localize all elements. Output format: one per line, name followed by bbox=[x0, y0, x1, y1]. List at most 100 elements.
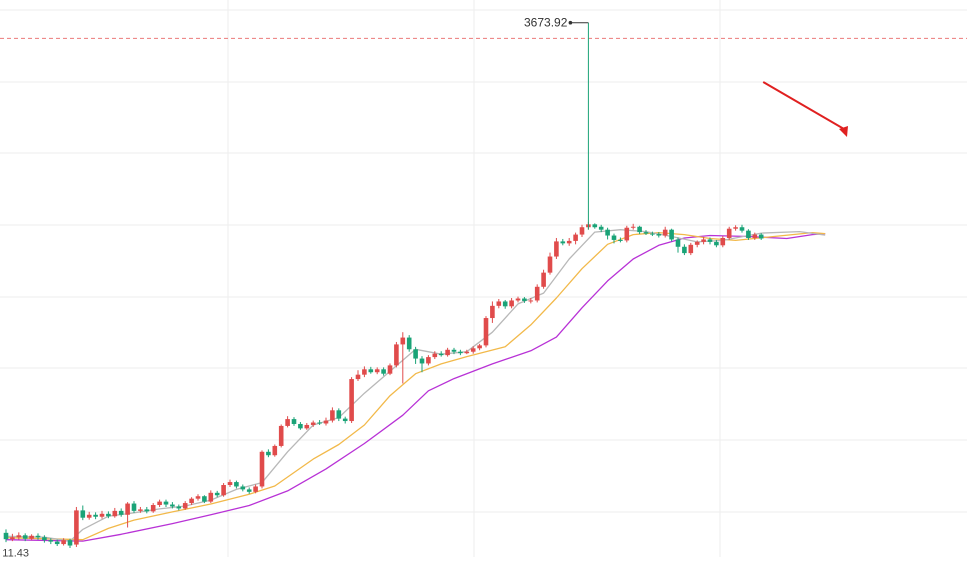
candle bbox=[400, 332, 406, 384]
candle bbox=[118, 508, 124, 517]
candle bbox=[342, 416, 348, 424]
candle bbox=[227, 479, 233, 487]
candle-body bbox=[131, 503, 137, 511]
candle-body bbox=[202, 496, 207, 502]
candle-body bbox=[317, 422, 322, 424]
candle-body bbox=[349, 379, 354, 422]
candle bbox=[413, 346, 418, 364]
candle bbox=[35, 533, 41, 540]
candle-body bbox=[150, 505, 156, 512]
candle-body bbox=[336, 410, 342, 419]
candle-body bbox=[246, 489, 252, 492]
candle bbox=[733, 225, 738, 231]
candle-body bbox=[752, 234, 758, 238]
candle bbox=[54, 539, 60, 547]
candle bbox=[464, 349, 470, 355]
min-price-label: 11.43 bbox=[2, 548, 29, 558]
candle-body bbox=[618, 239, 623, 241]
candle-body bbox=[3, 532, 9, 540]
candle bbox=[246, 487, 252, 494]
candle-body bbox=[432, 353, 438, 358]
candle-body bbox=[368, 369, 374, 373]
candle bbox=[618, 237, 623, 243]
candle-body bbox=[643, 232, 649, 234]
candle bbox=[362, 366, 367, 378]
candle-body bbox=[630, 226, 636, 228]
candle bbox=[189, 497, 194, 506]
candle bbox=[458, 349, 463, 356]
candle bbox=[406, 335, 412, 352]
candle-body bbox=[496, 301, 502, 306]
candle bbox=[611, 233, 617, 244]
candle bbox=[394, 341, 399, 368]
candle-body bbox=[266, 451, 271, 456]
moving-averages bbox=[5, 229, 826, 542]
candle bbox=[61, 538, 66, 546]
candle bbox=[291, 417, 297, 426]
candle-body bbox=[688, 244, 694, 254]
candle bbox=[541, 269, 546, 289]
candle bbox=[746, 229, 751, 240]
candle-body bbox=[374, 369, 380, 373]
candle-body bbox=[726, 228, 732, 238]
candle bbox=[739, 224, 745, 233]
candle bbox=[163, 499, 169, 507]
candle bbox=[106, 511, 111, 519]
candle-body bbox=[10, 537, 15, 540]
candle-body bbox=[355, 374, 361, 380]
candle-body bbox=[74, 510, 79, 545]
candle bbox=[573, 232, 578, 245]
candle-body bbox=[426, 357, 431, 364]
candle-body bbox=[176, 506, 182, 509]
candle-body bbox=[362, 369, 367, 375]
candle-body bbox=[381, 369, 386, 374]
candle-body bbox=[29, 535, 34, 539]
candles bbox=[3, 22, 764, 548]
candle bbox=[182, 501, 188, 510]
candle-body bbox=[406, 337, 412, 350]
candle-body bbox=[451, 349, 457, 352]
candle-body bbox=[413, 349, 418, 359]
candle bbox=[29, 534, 34, 541]
candle bbox=[259, 450, 265, 489]
candle-body bbox=[285, 419, 290, 426]
candle-body bbox=[637, 226, 642, 233]
candle bbox=[675, 237, 681, 253]
candle-body bbox=[477, 345, 482, 349]
candle-body bbox=[304, 424, 310, 429]
candle-body bbox=[80, 510, 86, 518]
candle bbox=[682, 244, 687, 256]
candle bbox=[42, 535, 47, 543]
candle-body bbox=[99, 513, 105, 517]
candle bbox=[419, 356, 425, 373]
candle-body bbox=[16, 535, 22, 538]
candle bbox=[323, 417, 329, 426]
candle-body bbox=[342, 418, 348, 422]
candle-body bbox=[541, 272, 546, 287]
candle bbox=[125, 502, 130, 528]
candle-body bbox=[48, 540, 54, 542]
candle-body bbox=[291, 419, 297, 424]
candle-body bbox=[746, 230, 751, 238]
candle bbox=[150, 503, 156, 513]
candle bbox=[707, 237, 713, 245]
candle bbox=[16, 532, 22, 540]
candle-body bbox=[125, 503, 130, 515]
candle-body bbox=[387, 365, 393, 374]
candle bbox=[208, 490, 214, 504]
candle-body bbox=[458, 351, 463, 354]
candle-body bbox=[93, 514, 98, 517]
candle bbox=[470, 346, 476, 354]
candle-body bbox=[182, 503, 188, 509]
candle-body bbox=[112, 510, 118, 517]
candle-body bbox=[67, 540, 73, 546]
candle bbox=[144, 506, 150, 514]
candle-body bbox=[54, 541, 60, 545]
candle-body bbox=[522, 298, 527, 301]
ma-long-line bbox=[5, 232, 826, 542]
candle-body bbox=[701, 239, 706, 242]
candle-body bbox=[157, 501, 162, 506]
candle-body bbox=[573, 234, 578, 241]
candle-body bbox=[534, 286, 540, 301]
candle bbox=[701, 237, 706, 245]
